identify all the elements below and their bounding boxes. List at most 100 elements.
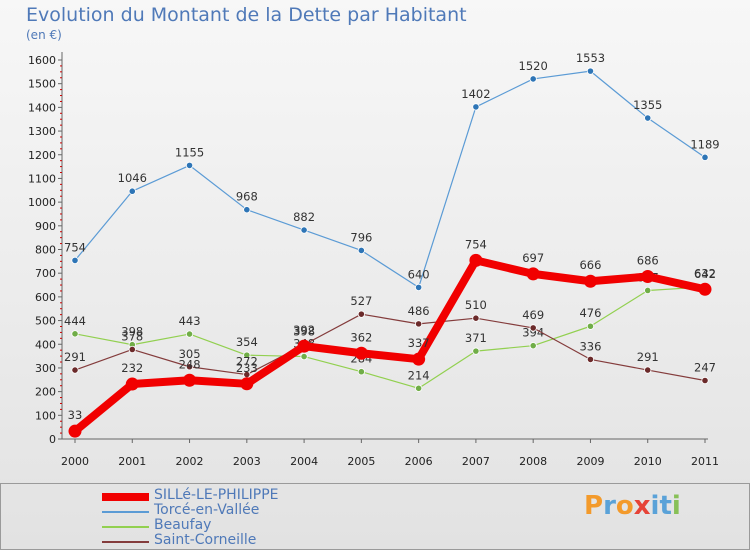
data-point [297,339,311,353]
x-tick-label: 2010 [634,455,662,468]
data-point [68,424,82,438]
y-tick-label: 200 [35,386,56,399]
x-tick-label: 2008 [519,455,547,468]
proxiti-logo: Proxiti [584,491,681,521]
x-tick-label: 2000 [61,455,89,468]
y-tick-label: 600 [35,291,56,304]
data-point [243,206,251,214]
series-sill-le-philippe: 33 232 248 233 392 362 337 754 697 666 686 632 [68,237,716,438]
data-label: 247 [694,360,716,374]
data-point [529,75,537,83]
data-label: 697 [522,251,544,265]
data-label: 754 [64,240,86,254]
y-tick-label: 500 [35,315,56,328]
y-tick-label: 700 [35,267,56,280]
data-point [357,368,365,376]
x-tick-label: 2011 [691,455,719,468]
data-label: 968 [236,190,258,204]
data-label: 640 [408,267,430,281]
chart-subtitle: (en €) [26,28,62,42]
data-point [586,67,595,75]
data-label: 214 [408,368,430,382]
data-point [526,267,540,281]
data-label: 1189 [690,137,719,151]
data-label: 291 [637,350,659,364]
x-tick-label: 2007 [462,455,490,468]
data-point [472,347,480,355]
logo-letter: P [584,491,604,521]
legend-label: SILLé-LE-PHILIPPE [154,487,279,503]
y-tick-label: 1000 [28,196,56,209]
data-label: 336 [579,339,601,353]
data-point [644,286,652,295]
legend-swatch [102,541,149,543]
data-point [644,366,652,374]
y-tick-label: 800 [35,244,56,257]
data-point [701,153,709,161]
series-torc-en-vall-e: 754 1046 1155 968 882 796 640 1402 1520 1553 1355 1… [64,51,720,291]
data-label: 686 [637,254,659,268]
data-point [185,363,194,371]
logo-letter: t [659,491,672,521]
data-label: 33 [68,408,83,422]
data-point [128,345,136,354]
data-point [357,246,365,255]
data-label: 642 [694,267,716,281]
x-tick-label: 2005 [347,455,375,468]
x-tick-label: 2003 [233,455,261,468]
line-chart: 0 100 200 300 400 500 600 700 800 900 1000 1100 1200… [28,51,720,468]
y-tick-label: 1300 [28,125,56,138]
x-tick-label: 2009 [576,455,604,468]
series-line [74,313,706,382]
data-point [125,377,139,391]
y-tick-label: 1200 [28,149,56,162]
data-label: 510 [465,298,487,312]
data-label: 1355 [633,98,662,112]
data-label: 272 [236,355,258,369]
data-point [644,114,652,122]
y-tick-label: 1100 [28,172,56,185]
legend-swatch [102,493,149,501]
data-point [357,310,365,318]
data-label: 796 [350,230,372,244]
series-line [74,70,706,288]
data-label: 1046 [118,171,147,185]
data-label: 476 [579,306,601,320]
data-label: 469 [522,308,544,322]
data-label: 233 [236,361,258,375]
series-beaufay: 444398443354348284214371394476627642 [64,267,716,392]
legend-label: Torcé-en-Vallée [154,502,260,518]
logo-letter: x [633,491,651,521]
data-label: 305 [179,347,201,361]
data-point [300,352,308,361]
y-tick-label: 900 [35,220,56,233]
data-label: 291 [64,350,86,364]
data-point [185,330,194,338]
y-tick-label: 1400 [28,101,56,114]
data-point [412,352,426,366]
data-point [300,226,308,234]
x-tick-label: 2004 [290,455,318,468]
logo-letter: r [603,491,616,521]
logo-letter: o [615,491,634,521]
legend-swatch [102,526,149,528]
data-label: 232 [121,361,143,375]
data-label: 1155 [175,145,204,159]
y-tick-label: 0 [49,433,56,446]
x-tick-label: 2006 [405,455,433,468]
data-label: 392 [293,323,315,337]
data-point [183,373,197,387]
data-point [415,384,423,392]
data-label: 371 [465,331,487,345]
legend-label: Beaufay [154,517,212,533]
x-tick-label: 2001 [118,455,146,468]
data-label: 632 [694,266,716,280]
data-label: 337 [408,336,430,350]
series-line [71,256,709,436]
data-label: 362 [350,330,372,344]
data-label: 398 [121,325,143,339]
data-point [71,366,79,374]
data-point [71,256,79,264]
data-point [240,377,254,391]
data-point [529,324,537,332]
